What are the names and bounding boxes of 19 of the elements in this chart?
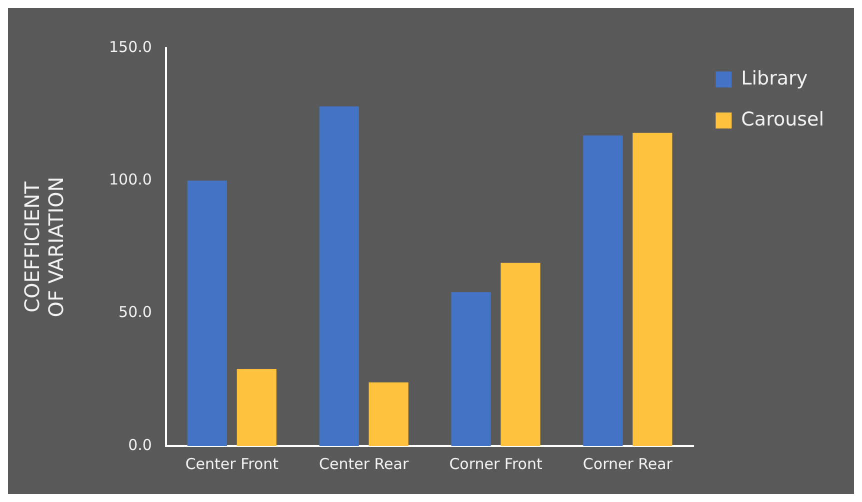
bar xyxy=(632,132,672,446)
bar xyxy=(236,369,276,446)
y-tick-label: 0.0 xyxy=(128,436,152,454)
x-tick-label: Corner Rear xyxy=(582,454,674,473)
bar xyxy=(451,292,491,446)
y-axis-title: COEFFICIENT OF VARIATION xyxy=(20,176,68,318)
bar xyxy=(187,180,227,446)
x-tick-label: Center Front xyxy=(185,454,279,473)
legend-label: Carousel xyxy=(741,108,824,130)
bar xyxy=(368,382,408,446)
legend-label: Library xyxy=(741,67,808,90)
x-tick-label: Corner Front xyxy=(449,454,542,473)
bar xyxy=(500,262,540,446)
y-tick-label: 100.0 xyxy=(108,170,152,189)
y-tick-label: 50.0 xyxy=(118,303,152,322)
bar xyxy=(319,106,359,446)
bar xyxy=(583,136,623,446)
y-tick-label: 150.0 xyxy=(108,38,152,56)
x-tick-label: Center Rear xyxy=(319,454,410,473)
